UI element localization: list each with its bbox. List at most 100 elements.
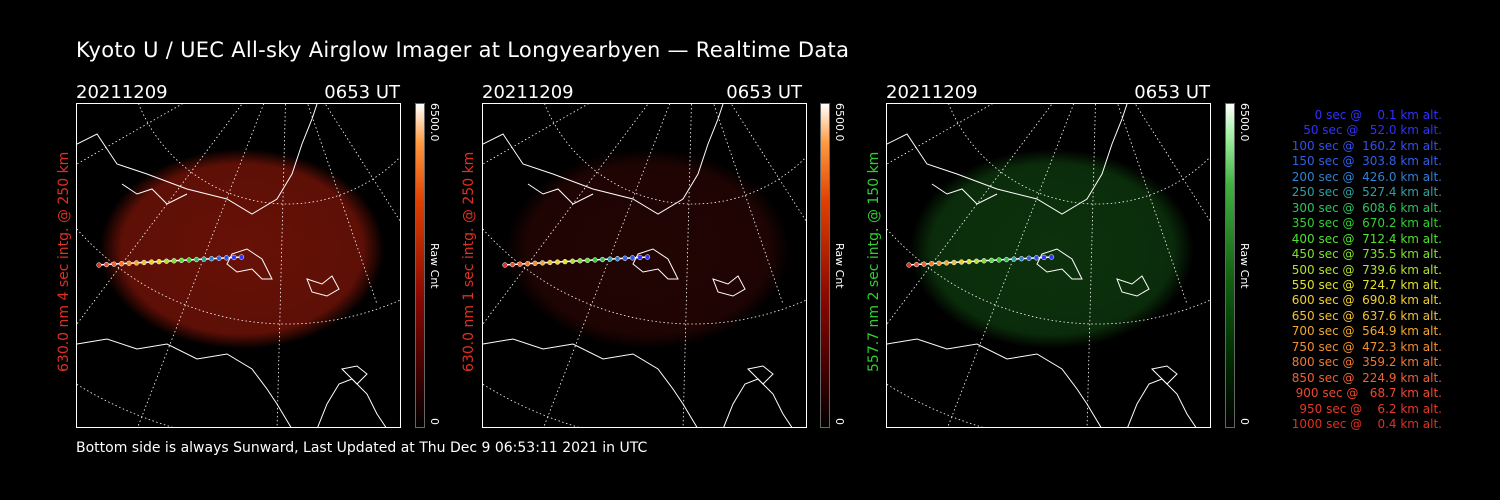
trajectory-point: [532, 260, 538, 266]
trajectory-track: [96, 254, 245, 268]
trajectory-point: [141, 259, 147, 266]
trajectory-point: [906, 262, 912, 268]
trajectory-point: [231, 254, 237, 261]
trajectory-point: [178, 257, 185, 264]
footer-status: Bottom side is always Sunward, Last Upda…: [76, 440, 648, 456]
trajectory-point: [193, 256, 200, 263]
trajectory-point: [208, 256, 215, 262]
coastline: [77, 104, 387, 427]
panel-2-colorbar-unit: Raw Cnt: [833, 243, 846, 289]
legend-row: 100 sec @ 160.2 km alt.: [1287, 138, 1442, 153]
trajectory-point: [554, 259, 561, 265]
trajectory-point: [148, 259, 155, 265]
trajectory-point: [951, 259, 957, 266]
panel-1-colorbar-unit: Raw Cnt: [428, 243, 441, 289]
panel-2-time: 0653 UT: [726, 82, 802, 103]
trajectory-point: [201, 256, 207, 262]
coastline: [483, 104, 793, 427]
legend-row: 1000 sec @ 0.4 km alt.: [1291, 417, 1442, 432]
trajectory-point: [629, 255, 636, 261]
trajectory-point: [966, 258, 972, 265]
legend-row: 700 sec @ 564.9 km alt.: [1287, 324, 1442, 339]
trajectory-point: [981, 258, 987, 264]
trajectory-point: [547, 259, 553, 266]
trajectory-point: [171, 258, 177, 264]
trajectory-point: [238, 254, 245, 260]
trajectory-point: [592, 257, 598, 263]
legend-row: 750 sec @ 472.3 km alt.: [1287, 339, 1442, 354]
legend-row: 50 sec @ 52.0 km alt.: [1295, 123, 1442, 138]
trajectory-point: [562, 258, 568, 265]
altitude-legend: 0 sec @ 0.1 km alt. 50 sec @ 52.0 km alt…: [1250, 108, 1442, 433]
panel-2-date: 20211209: [482, 82, 574, 103]
page-title: Kyoto U / UEC All-sky Airglow Imager at …: [76, 38, 850, 62]
trajectory-point: [223, 255, 230, 261]
legend-row: 0 sec @ 0.1 km alt.: [1303, 108, 1442, 122]
panel-3-date: 20211209: [886, 82, 978, 103]
trajectory-point: [1048, 254, 1055, 260]
trajectory-point: [622, 255, 628, 261]
trajectory-point: [921, 261, 927, 267]
trajectory-point: [607, 256, 613, 262]
legend-row: 350 sec @ 670.2 km alt.: [1287, 216, 1442, 231]
legend-row: 600 sec @ 690.8 km alt.: [1287, 293, 1442, 308]
panel-1-side-label: 630.0 nm 4 sec intg. @ 250 km: [56, 151, 72, 372]
legend-row: 500 sec @ 739.6 km alt.: [1287, 262, 1442, 277]
trajectory-point: [163, 258, 170, 264]
airglow-field: [506, 149, 790, 349]
trajectory-point: [1033, 255, 1040, 261]
legend-row: 250 sec @ 527.4 km alt.: [1287, 185, 1442, 200]
trajectory-point: [1026, 255, 1032, 261]
panel-2-colorbar: [820, 103, 830, 428]
legend-row: 850 sec @ 224.9 km alt.: [1287, 370, 1442, 385]
trajectory-point: [1011, 256, 1017, 262]
legend-row: 900 sec @ 68.7 km alt.: [1291, 386, 1442, 401]
trajectory-track: [502, 254, 651, 268]
trajectory-point: [509, 261, 516, 268]
legend-row: 650 sec @ 637.6 km alt.: [1287, 308, 1442, 323]
trajectory-point: [936, 260, 942, 266]
airglow-field: [910, 149, 1194, 349]
legend-row: 450 sec @ 735.5 km alt.: [1287, 247, 1442, 262]
trajectory-point: [96, 262, 102, 268]
trajectory-point: [133, 260, 140, 266]
legend-row: 200 sec @ 426.0 km alt.: [1287, 169, 1442, 184]
trajectory-point: [502, 262, 508, 268]
trajectory-track: [906, 254, 1055, 268]
trajectory-point: [569, 258, 576, 264]
panel-1-date: 20211209: [76, 82, 168, 103]
legend-row: 550 sec @ 724.7 km alt.: [1287, 277, 1442, 292]
panel-3-time: 0653 UT: [1134, 82, 1210, 103]
panel-3-colorbar: [1225, 103, 1235, 428]
trajectory-point: [913, 261, 920, 268]
trajectory-point: [577, 258, 583, 264]
trajectory-point: [1018, 256, 1025, 262]
legend-row: 150 sec @ 303.8 km alt.: [1287, 154, 1442, 169]
panel-1-colorbar-max: 6500.0: [428, 103, 441, 142]
map-grid: [483, 104, 806, 427]
trajectory-point: [637, 254, 643, 261]
trajectory-point: [111, 261, 117, 267]
panel-2-colorbar-min: 0: [833, 418, 846, 425]
trajectory-point: [928, 261, 935, 267]
map-grid: [77, 104, 400, 427]
trajectory-point: [584, 257, 591, 264]
legend-row: 800 sec @ 359.2 km alt.: [1287, 355, 1442, 370]
trajectory-point: [973, 258, 980, 264]
trajectory-point: [156, 258, 162, 265]
legend-row: 300 sec @ 608.6 km alt.: [1287, 200, 1442, 215]
panel-1-colorbar: [415, 103, 425, 428]
coastline: [887, 104, 1197, 427]
trajectory-point: [216, 255, 222, 261]
panel-1-time: 0653 UT: [324, 82, 400, 103]
airglow-field: [100, 149, 384, 349]
trajectory-point: [186, 257, 192, 263]
trajectory-point: [118, 261, 125, 267]
panel-3-side-label: 557.7 nm 2 sec intg. @ 150 km: [866, 151, 882, 372]
panel-2-colorbar-max: 6500.0: [833, 103, 846, 142]
trajectory-point: [539, 260, 546, 266]
trajectory-point: [1041, 254, 1047, 261]
trajectory-point: [517, 261, 523, 267]
trajectory-point: [988, 257, 995, 264]
trajectory-point: [103, 261, 110, 268]
